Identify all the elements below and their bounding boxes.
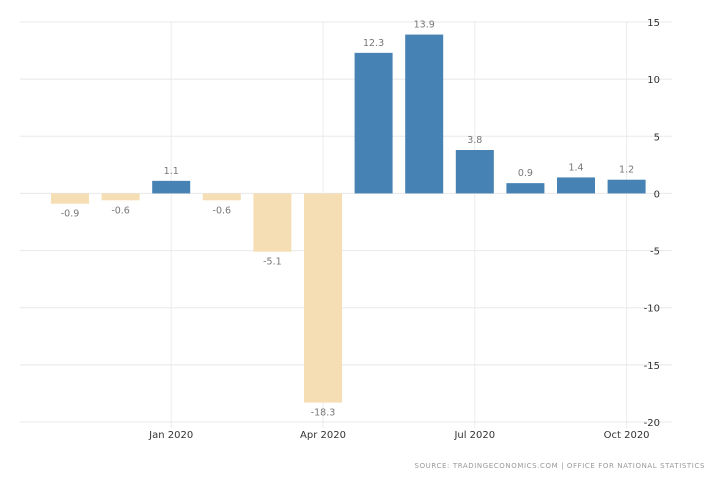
data-label: 3.8 (467, 135, 482, 146)
y-tick-label: 15 (647, 18, 660, 29)
bar (607, 179, 646, 194)
bar (51, 193, 89, 204)
y-tick-label: -5 (650, 247, 660, 258)
bar (253, 193, 292, 252)
x-tick-label: Jul 2020 (453, 430, 495, 441)
y-axis: 15 10 5 0 -5 -10 -15 -20 (644, 18, 660, 429)
data-label: -0.9 (61, 209, 80, 220)
data-label: -18.3 (311, 408, 336, 419)
y-tick-label: -15 (644, 361, 660, 372)
x-axis: Jan 2020 Apr 2020 Jul 2020 Oct 2020 (148, 430, 649, 441)
y-tick-label: -20 (644, 418, 660, 429)
source-note: SOURCE: TRADINGECONOMICS.COM | OFFICE FO… (415, 462, 705, 470)
bar (455, 150, 494, 194)
data-labels: -0.9 -0.6 1.1 -0.6 -5.1 -18.3 12.3 13.9 3.8 0.9 1.… (61, 20, 634, 419)
data-label: 1.4 (568, 162, 583, 173)
data-label: 1.1 (164, 166, 179, 177)
data-label: 1.2 (619, 165, 634, 176)
x-tick-label: Jan 2020 (148, 430, 193, 441)
bar (506, 183, 545, 194)
bar (557, 177, 595, 194)
bar (101, 193, 140, 201)
data-label: -0.6 (111, 205, 130, 216)
data-label: -0.6 (213, 205, 232, 216)
x-tick-label: Oct 2020 (604, 430, 650, 441)
y-tick-label: 0 (654, 189, 660, 200)
data-label: 13.9 (414, 20, 435, 31)
bar (152, 180, 191, 194)
x-tick-label: Apr 2020 (300, 430, 346, 441)
data-label: -5.1 (263, 257, 282, 268)
bars (51, 34, 646, 403)
bar (202, 193, 241, 201)
data-label: 0.9 (518, 168, 533, 179)
grid (20, 21, 672, 428)
data-label: 12.3 (363, 38, 384, 49)
y-tick-label: 10 (647, 75, 660, 86)
bar (405, 34, 444, 194)
y-tick-label: -10 (644, 304, 660, 315)
bar (354, 52, 393, 194)
bar (304, 193, 342, 403)
y-tick-label: 5 (654, 132, 660, 143)
